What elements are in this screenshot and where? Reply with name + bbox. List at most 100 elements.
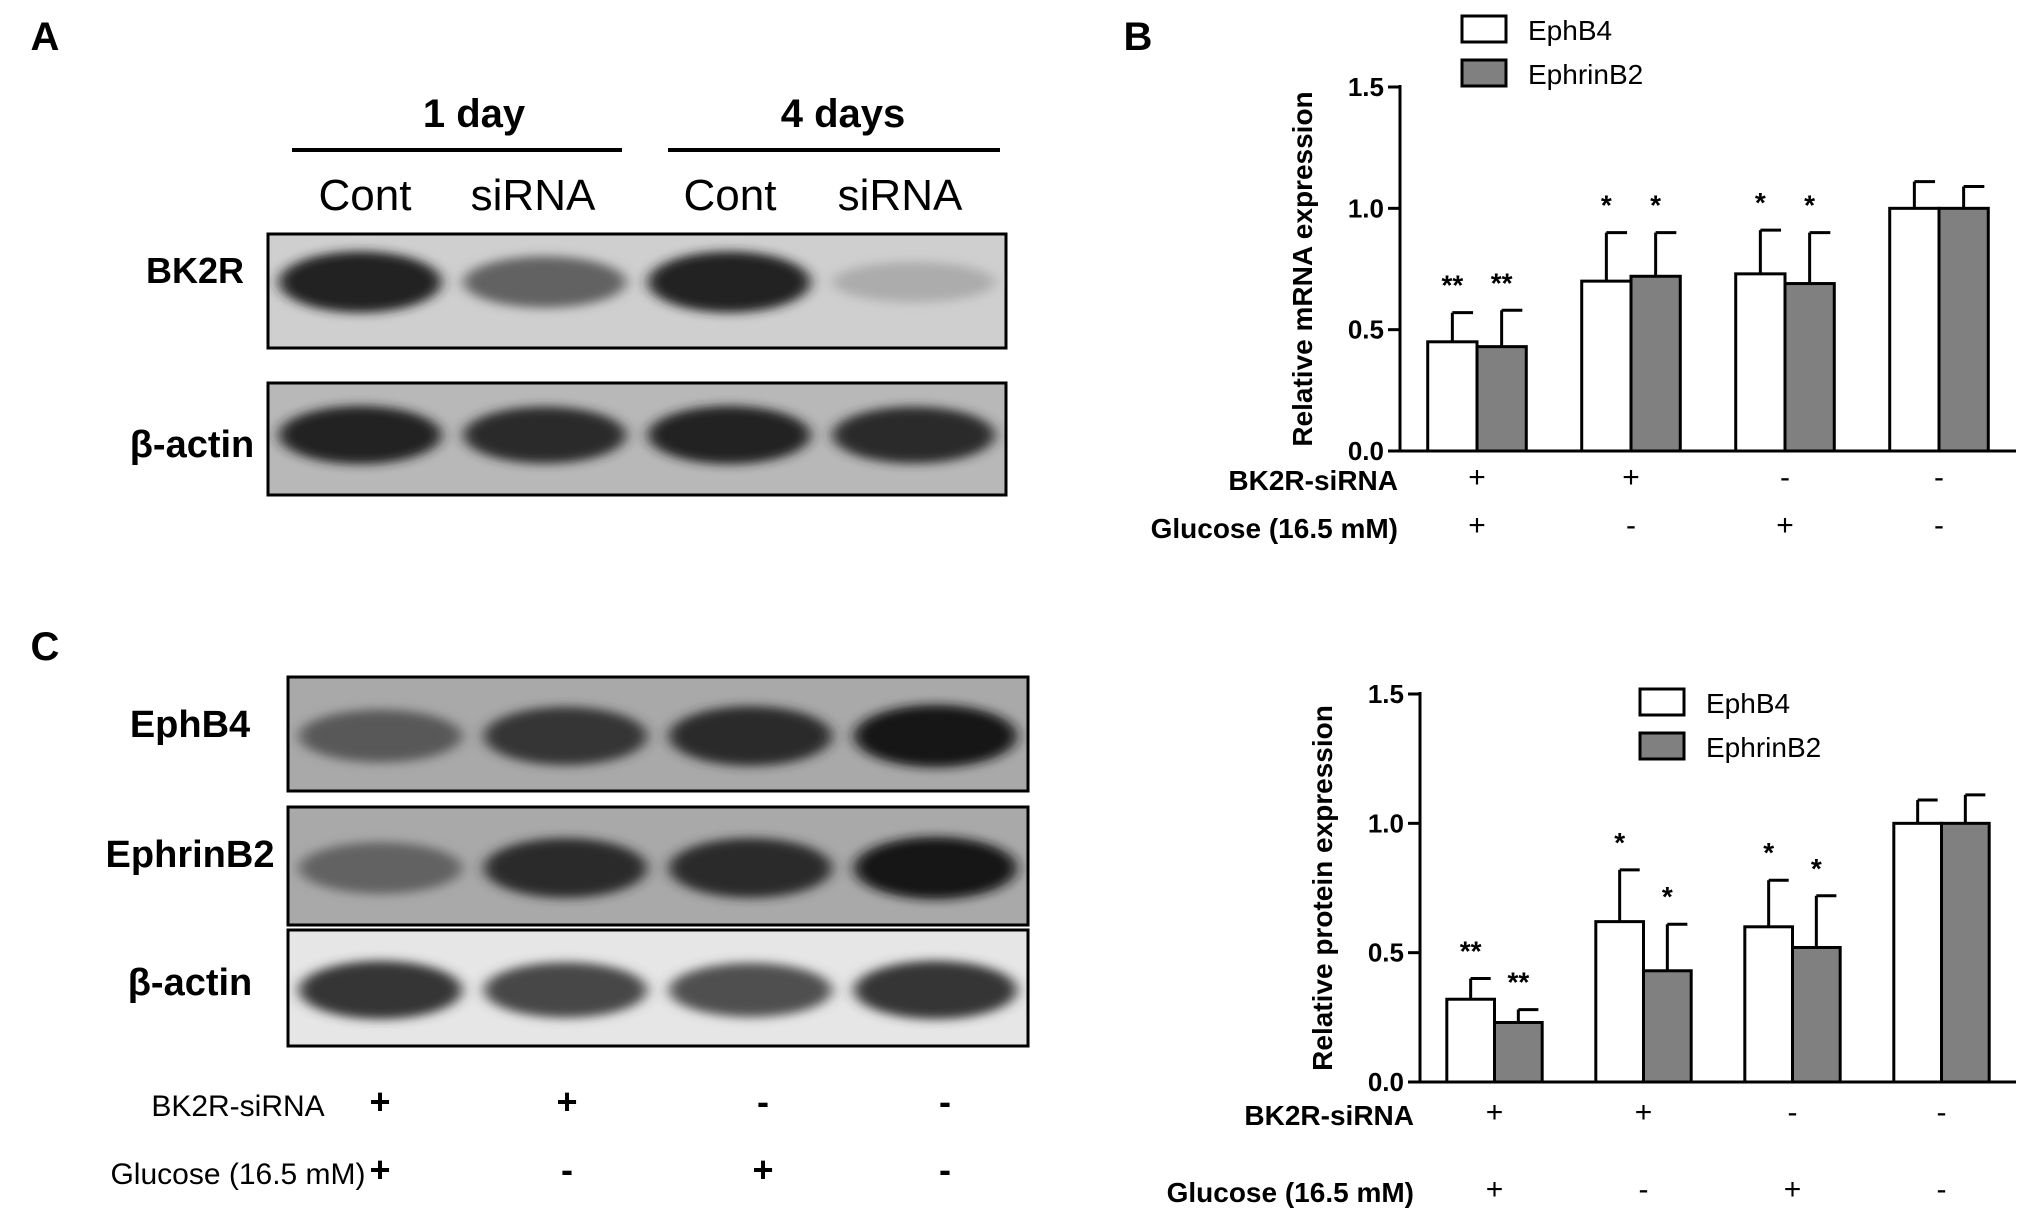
blot-band [854,836,1017,900]
blot-band [299,960,462,1020]
bar [1734,272,1787,453]
significance-mark: * [1804,190,1815,221]
blot-c-row [286,805,1030,927]
condition-value: - [939,1149,951,1190]
significance-mark: ** [1441,270,1463,301]
bar [1783,282,1836,453]
condition-label: Glucose (16.5 mM) [110,1158,365,1191]
condition-value: + [1635,1096,1653,1129]
row-label: β-actin [128,962,253,1004]
y-tick-label: 0.0 [1348,436,1384,466]
significance-mark: ** [1507,967,1529,998]
blot-band [279,251,442,313]
blot-c-row [286,675,1030,793]
condition-label: Glucose (16.5 mM) [1167,1177,1414,1208]
legend-label: EphB4 [1706,688,1790,719]
blot-band [832,261,995,303]
condition-value: + [1784,1173,1802,1206]
condition-value: + [1468,461,1486,494]
bar-chart-D [1408,687,2016,1084]
bar [1642,969,1693,1084]
bar [1594,920,1645,1084]
row-label: EphB4 [130,704,250,746]
row-label-beta-actin: β-actin [130,424,255,466]
blot-band [854,960,1017,1020]
legend-swatch [1460,58,1508,88]
group-label: 4 days [781,92,906,136]
blot-band [484,962,647,1018]
condition-value: + [1486,1096,1504,1129]
lane-label: Cont [319,171,412,220]
bar [1940,821,1991,1084]
condition-value: + [1486,1173,1504,1206]
condition-value: + [1776,509,1794,542]
condition-value: - [1934,461,1944,494]
blot-band [854,704,1017,768]
condition-label: BK2R-siRNA [151,1090,324,1123]
significance-mark: * [1662,881,1673,912]
condition-value: - [561,1149,573,1190]
lane-label: Cont [684,171,777,220]
significance-mark: ** [1460,936,1482,967]
blot-band [463,256,626,308]
blot-beta-actin-a [266,381,1008,497]
legend-swatch [1460,14,1508,44]
condition-value: - [1639,1173,1649,1206]
blot-band [463,406,626,464]
blot-band [299,842,462,894]
condition-value: - [757,1081,769,1122]
blot-c-row [286,928,1030,1048]
y-tick-label: 1.5 [1348,72,1384,102]
condition-value: + [752,1149,773,1190]
y-tick-label: 0.0 [1368,1067,1404,1097]
significance-mark: * [1755,187,1766,218]
blot-band [484,706,647,766]
significance-mark: * [1614,827,1625,858]
bar [1445,997,1496,1084]
y-tick-label: 0.5 [1368,938,1404,968]
lane-label: siRNA [471,171,596,220]
bar [1493,1021,1544,1084]
blot-band [648,405,811,465]
panel-letter-c: C [31,625,60,669]
significance-mark: * [1811,853,1822,884]
y-axis-label: Relative protein expression [1307,705,1338,1071]
condition-value: - [1788,1096,1798,1129]
condition-label: Glucose (16.5 mM) [1151,513,1398,544]
legend-swatch [1638,731,1686,761]
bar-chart-B [1388,14,2016,453]
condition-value: - [1937,1173,1947,1206]
condition-value: + [369,1081,390,1122]
legend-swatch [1638,687,1686,717]
significance-mark: * [1601,190,1612,221]
condition-value: - [1937,1096,1947,1129]
y-tick-label: 1.0 [1368,808,1404,838]
group-label: 1 day [423,92,526,136]
bar [1892,821,1943,1084]
bar [1475,345,1528,453]
condition-value: - [1780,461,1790,494]
legend-label: EphrinB2 [1528,59,1643,90]
bar [1937,206,1990,453]
bar [1580,279,1633,453]
condition-label: BK2R-siRNA [1244,1100,1414,1131]
blot-band [484,838,647,898]
legend-label: EphrinB2 [1706,732,1821,763]
condition-value: - [1626,509,1636,542]
blot-band [669,962,832,1018]
condition-value: + [369,1149,390,1190]
condition-value: + [1622,461,1640,494]
blot-band [669,838,832,898]
bar [1791,945,1842,1084]
bar [1629,274,1682,453]
panel-letter-b: B [1124,15,1153,59]
bar [1743,925,1794,1084]
blot-band [832,406,995,464]
condition-value: - [1934,509,1944,542]
significance-mark: * [1763,837,1774,868]
blot-bk2r [266,232,1008,350]
y-tick-label: 1.0 [1348,193,1384,223]
condition-value: - [939,1081,951,1122]
y-axis-label: Relative mRNA expression [1287,91,1318,446]
